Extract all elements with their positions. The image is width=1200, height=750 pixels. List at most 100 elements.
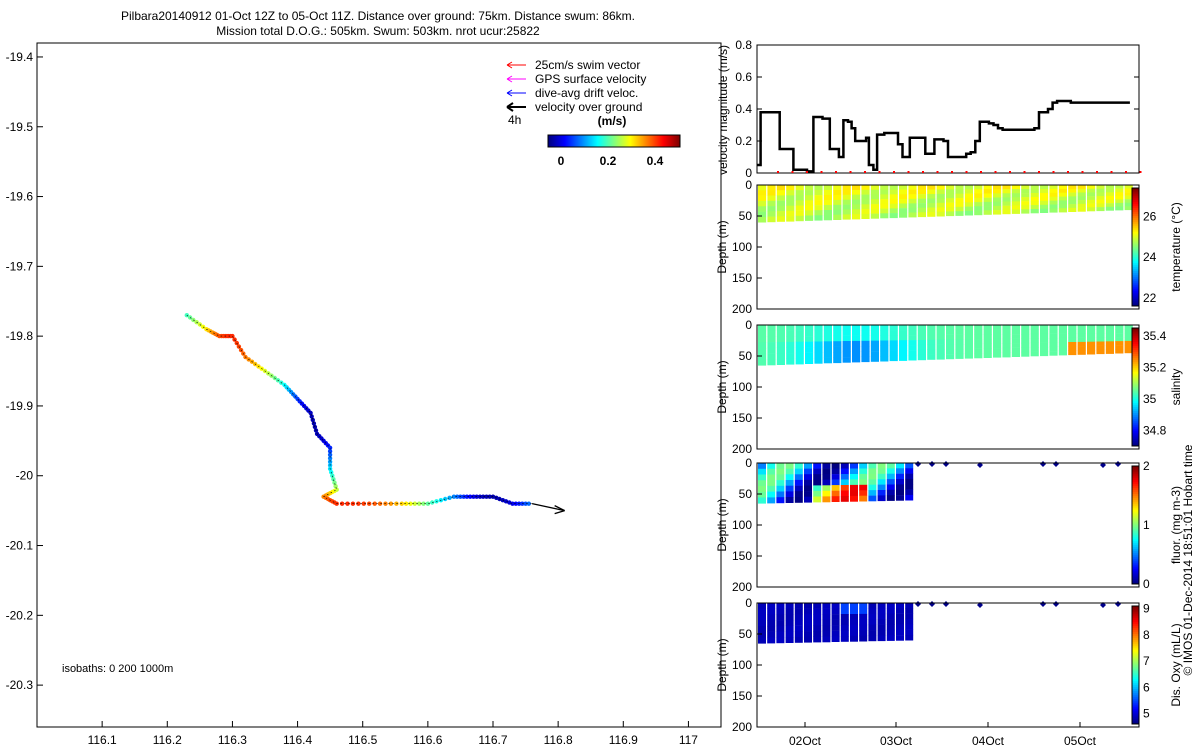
section-cell (852, 335, 861, 342)
section-cell (861, 194, 870, 200)
section-cell (1011, 343, 1020, 348)
section-cell (974, 189, 983, 194)
speed-colorbar-cell (670, 135, 672, 147)
section-cell (1077, 346, 1086, 351)
section-cell (776, 216, 785, 222)
section-cell (767, 480, 776, 487)
section-cell (859, 495, 868, 502)
section-cell (1030, 193, 1039, 198)
section-cell (767, 485, 776, 492)
section-colorbar-cell (1132, 637, 1139, 640)
section-cell (822, 636, 831, 643)
section-cell (840, 485, 849, 491)
section-colorbar-cell (1132, 718, 1139, 721)
section-colorbar-cell (1132, 678, 1139, 682)
velocity-marker (980, 171, 982, 173)
section-cell (1068, 207, 1077, 212)
section-cell (823, 352, 832, 358)
section-cell (840, 625, 849, 631)
section-cell (850, 619, 858, 626)
section-cell (983, 193, 992, 198)
section-cell (889, 203, 898, 209)
velocity-marker (864, 171, 866, 173)
section-cell (1077, 333, 1086, 338)
section-cell (955, 211, 964, 216)
section-cell (899, 350, 908, 356)
section-cell (823, 330, 832, 337)
section-cell (917, 189, 926, 195)
section-colorbar-cell (1132, 505, 1139, 508)
section-cell (786, 358, 795, 365)
section-cell (936, 349, 945, 355)
depth-tick-label: 0 (745, 178, 752, 192)
section-cell (758, 190, 767, 196)
section-cell (1077, 185, 1086, 190)
section-cell (823, 325, 832, 331)
section-colorbar-cell (1132, 414, 1139, 417)
speed-colorbar-cell (621, 135, 623, 147)
section-cell (896, 613, 904, 620)
section-cell (805, 215, 814, 221)
section-cell (795, 347, 804, 354)
section-cell (1058, 185, 1067, 190)
speed-colorbar-cell (646, 135, 648, 147)
section-colorbar-cell (1132, 548, 1139, 551)
track-point (330, 473, 335, 478)
section-cell (795, 358, 804, 365)
section-cell (964, 189, 973, 194)
section-cell (886, 463, 895, 469)
section-cell (814, 195, 823, 201)
section-cell (776, 625, 785, 632)
section-cell (868, 635, 877, 642)
section-cell (946, 207, 955, 212)
map-x-tick-label: 116.7 (478, 733, 507, 747)
section-cell (1124, 325, 1133, 330)
depth-tick-label: 50 (739, 349, 753, 363)
section-colorbar-cell (1132, 525, 1139, 528)
depth-tick-label: 100 (732, 658, 752, 672)
section-cell (1105, 206, 1114, 211)
section-cell (767, 631, 776, 638)
section-cell (955, 339, 964, 345)
section-cell (905, 489, 914, 496)
section-cell (1049, 188, 1058, 194)
section-cell (870, 204, 879, 210)
depth-tick-label: 200 (732, 580, 752, 594)
section-cell (905, 473, 914, 480)
section-colorbar-cell (1132, 515, 1139, 518)
section-cell (896, 463, 904, 469)
section-colorbar-cell (1132, 398, 1139, 402)
section-colorbar-cell (1132, 570, 1139, 573)
section-cell (850, 474, 858, 480)
speed-colorbar-cell (591, 135, 593, 147)
map-y-tick-label: -19.9 (6, 399, 34, 413)
section-cell (905, 618, 914, 625)
colorbar-tick-label: 7 (1143, 654, 1150, 668)
section-cell (776, 474, 785, 481)
section-cell (936, 198, 945, 204)
section-cell (908, 203, 917, 209)
section-cell (804, 491, 812, 497)
track-point (484, 494, 489, 499)
section-cell (813, 636, 822, 643)
section-cell (822, 490, 831, 497)
depth-tick-label: 150 (732, 411, 752, 425)
section-cell (1124, 188, 1133, 193)
section-cell (870, 356, 879, 362)
section-colorbar-cell (1132, 692, 1139, 695)
section-cell (889, 345, 898, 351)
section-cell (993, 352, 1002, 358)
track-point (447, 495, 452, 500)
section-cell (1058, 333, 1067, 339)
section-cell (899, 355, 908, 361)
section-cell (1002, 197, 1011, 202)
speed-colorbar-cell (604, 135, 606, 147)
section-cell (1011, 185, 1020, 190)
speed-colorbar-cell (559, 135, 561, 147)
velocity-marker (893, 171, 895, 173)
section-cell (927, 185, 936, 190)
section-cell (861, 204, 870, 210)
section-cell (983, 185, 992, 190)
speed-colorbar-cell (662, 135, 664, 147)
section-colorbar-cell (1132, 190, 1139, 193)
